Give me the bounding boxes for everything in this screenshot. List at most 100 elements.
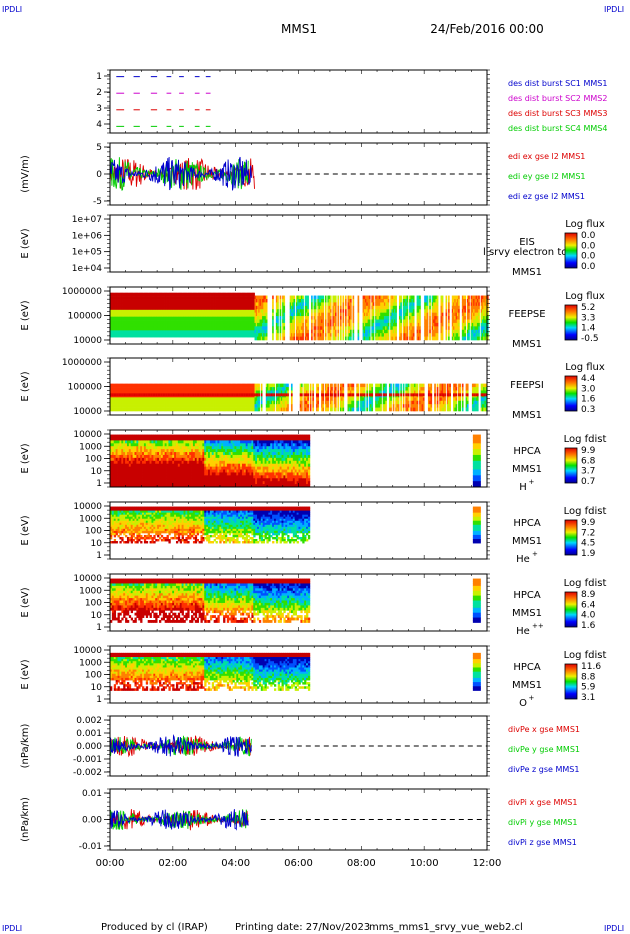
heatmap-cell [182, 299, 185, 304]
heatmap-cell [453, 305, 455, 310]
heatmap-cell [130, 320, 132, 324]
heatmap-cell [192, 302, 195, 307]
heatmap-cell [272, 305, 274, 310]
heatmap-cell [135, 404, 137, 408]
heatmap-cell [327, 393, 330, 397]
heatmap-cell [195, 299, 198, 304]
heatmap-cell [252, 330, 254, 335]
heatmap-cell [243, 316, 245, 321]
heatmap-cell [319, 322, 322, 327]
heatmap-cell [372, 309, 375, 313]
heatmap-cell [128, 390, 131, 395]
heatmap-cell [328, 305, 331, 310]
heatmap-cell [399, 305, 401, 310]
heatmap-cell [368, 333, 371, 337]
heatmap-cell [380, 329, 382, 334]
heatmap-cell [252, 313, 254, 317]
heatmap-cell [200, 309, 203, 314]
heatmap-cell [434, 302, 436, 307]
heatmap-cell [231, 299, 234, 304]
heatmap-cell [137, 390, 140, 395]
heatmap-cell [152, 299, 155, 304]
heatmap-cell [484, 312, 487, 317]
heatmap-cell [392, 302, 395, 307]
heatmap-cell [140, 299, 142, 304]
heatmap-cell [404, 333, 406, 337]
heatmap-cell [112, 302, 115, 307]
heatmap-cell [380, 326, 382, 331]
heatmap-cell [126, 393, 128, 397]
heatmap-cell [179, 309, 181, 314]
heatmap-cell [153, 323, 156, 328]
heatmap-cell [175, 333, 178, 338]
heatmap-cell [180, 333, 183, 338]
heatmap-cell [209, 302, 211, 307]
heatmap-cell [162, 390, 165, 395]
heatmap-cell [367, 316, 370, 320]
heatmap-cell [395, 305, 397, 310]
heatmap-cell [218, 306, 220, 311]
heatmap-cell [264, 312, 267, 317]
heatmap-cell [295, 329, 298, 334]
heatmap-cell [145, 313, 147, 317]
heatmap-cell [380, 322, 382, 327]
heatmap-cell [411, 309, 414, 313]
heatmap-cell [306, 326, 308, 331]
heatmap-cell [376, 316, 379, 320]
heatmap-cell [454, 329, 456, 334]
heatmap-cell [112, 404, 115, 408]
heatmap-cell [220, 316, 223, 321]
heatmap-cell [406, 322, 409, 327]
heatmap-cell [463, 302, 465, 307]
heatmap-cell [233, 333, 235, 338]
heatmap-cell [425, 302, 428, 307]
heatmap-cell [140, 313, 142, 317]
heatmap-cell [400, 295, 402, 300]
heatmap-cell [289, 333, 292, 337]
heatmap-cell [342, 298, 345, 303]
heatmap-cell [324, 336, 327, 341]
heatmap-cell [206, 313, 209, 317]
heatmap-cell [327, 407, 330, 412]
heatmap-cell [250, 302, 253, 307]
heatmap-cell [301, 383, 303, 388]
heatmap-cell [249, 299, 252, 304]
heatmap-cell [375, 333, 377, 337]
heatmap-cell [112, 387, 115, 391]
heatmap-cell [111, 400, 113, 405]
heatmap-cell [136, 313, 139, 317]
heatmap-cell [451, 305, 454, 310]
heatmap-cell [400, 309, 402, 313]
heatmap-cell [387, 309, 390, 313]
heatmap-cell [306, 298, 308, 303]
heatmap-cell [137, 397, 140, 402]
heatmap-cell [265, 336, 268, 341]
heatmap-cell [366, 302, 369, 307]
heatmap-cell [324, 298, 327, 303]
heatmap-cell [337, 387, 340, 391]
heatmap-cell [182, 330, 185, 335]
heatmap-cell [233, 299, 235, 304]
heatmap-cell [208, 323, 210, 328]
heatmap-cell [404, 319, 406, 324]
heatmap-cell [226, 333, 229, 338]
heatmap-cell [152, 387, 155, 391]
heatmap-cell [363, 316, 366, 320]
heatmap-cell [424, 333, 426, 337]
heatmap-cell [332, 326, 335, 331]
heatmap-cell [220, 306, 223, 311]
heatmap-cell [143, 390, 146, 395]
heatmap-cell [306, 295, 308, 300]
heatmap-cell [170, 330, 172, 335]
heatmap-cell [262, 326, 264, 331]
heatmap-cell [317, 333, 320, 337]
heatmap-cell [111, 333, 113, 338]
heatmap-cell [365, 333, 367, 337]
heatmap-cell [468, 333, 470, 337]
heatmap-cell [347, 316, 350, 320]
heatmap-cell [331, 407, 333, 412]
heatmap-cell [200, 323, 203, 328]
heatmap-cell [133, 407, 136, 412]
heatmap-cell [245, 316, 248, 321]
heatmap-cell [152, 323, 155, 328]
